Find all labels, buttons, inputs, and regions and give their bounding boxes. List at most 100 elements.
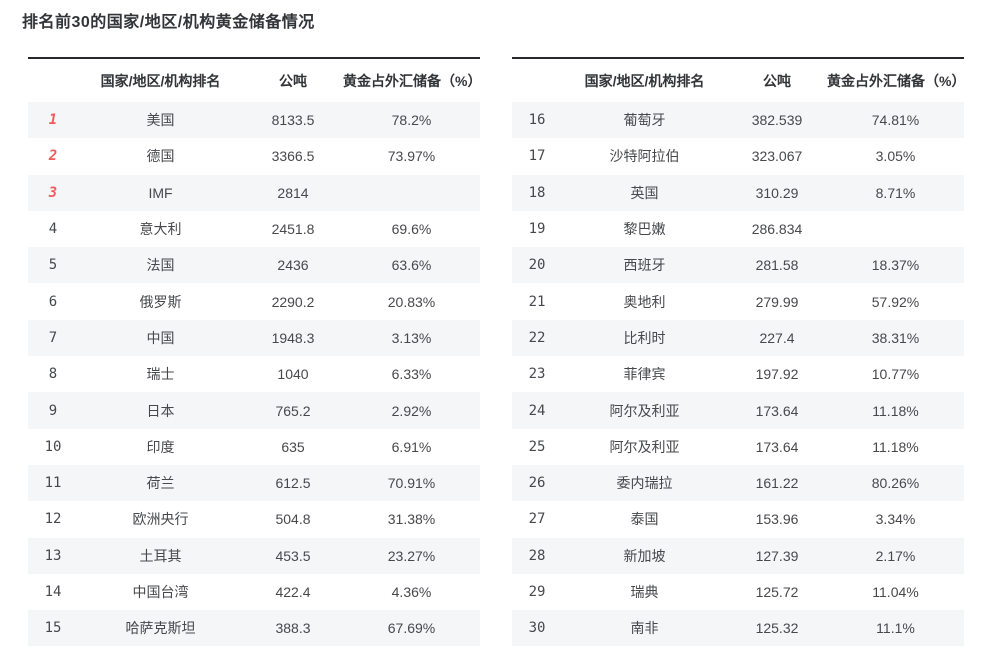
tables-container: 国家/地区/机构排名 公吨 黄金占外汇储备（%） 1 美国 8133.5 78.2% 2… bbox=[28, 57, 965, 647]
tons-value: 1040 bbox=[277, 366, 309, 383]
rank-value: 12 bbox=[44, 511, 62, 528]
tons-value: 323.067 bbox=[751, 148, 803, 165]
pct-value: 3.34% bbox=[875, 511, 916, 528]
table-row: 1 美国 8133.5 78.2% bbox=[28, 102, 480, 139]
tons-value: 382.539 bbox=[751, 112, 803, 129]
column-header-tons: 公吨 bbox=[243, 58, 343, 102]
rank-value: 21 bbox=[528, 293, 546, 310]
rank-value: 15 bbox=[44, 620, 62, 637]
pct-value: 69.6% bbox=[391, 221, 432, 238]
column-header-rank bbox=[512, 58, 562, 102]
pct-value: 18.37% bbox=[871, 257, 920, 274]
table-row: 20 西班牙 281.58 18.37% bbox=[512, 247, 964, 284]
rank-value: 18 bbox=[528, 184, 546, 201]
rank-value: 24 bbox=[528, 402, 546, 419]
pct-value: 73.97% bbox=[387, 148, 436, 165]
rank-value: 28 bbox=[528, 547, 546, 564]
table-row: 12 欧洲央行 504.8 31.38% bbox=[28, 501, 480, 538]
table-row: 13 土耳其 453.5 23.27% bbox=[28, 537, 480, 574]
pct-value: 67.69% bbox=[387, 620, 436, 637]
gold-reserves-table-right: 国家/地区/机构排名 公吨 黄金占外汇储备（%） 16 葡萄牙 382.539 74.… bbox=[512, 57, 965, 647]
pct-value: 3.05% bbox=[875, 148, 916, 165]
country-name: 南非 bbox=[630, 620, 659, 637]
tons-value: 125.72 bbox=[755, 584, 799, 600]
country-name: 美国 bbox=[146, 112, 175, 129]
country-name: 瑞典 bbox=[630, 584, 659, 600]
country-name: 日本 bbox=[146, 402, 175, 419]
column-header-pct: 黄金占外汇储备（%） bbox=[343, 58, 481, 102]
table-row: 3 IMF 2814 bbox=[28, 174, 480, 211]
pct-value: 31.38% bbox=[387, 511, 436, 528]
rank-value: 22 bbox=[528, 329, 546, 346]
rank-value: 9 bbox=[48, 402, 58, 419]
column-header-tons: 公吨 bbox=[727, 58, 827, 102]
country-name: 欧洲央行 bbox=[132, 511, 189, 528]
table-row: 10 印度 635 6.91% bbox=[28, 428, 480, 465]
rank-value: 20 bbox=[528, 257, 546, 274]
country-name: 印度 bbox=[146, 438, 175, 455]
rank-value: 27 bbox=[528, 511, 546, 528]
tons-value: 127.39 bbox=[755, 547, 799, 564]
pct-value: 78.2% bbox=[391, 112, 432, 129]
rank-value: 3 bbox=[48, 184, 58, 201]
table-row: 8 瑞士 1040 6.33% bbox=[28, 356, 480, 393]
tons-value: 279.99 bbox=[755, 293, 799, 310]
country-name: 中国台湾 bbox=[132, 584, 189, 600]
pct-value: 6.91% bbox=[391, 438, 432, 455]
rank-value: 14 bbox=[44, 584, 62, 600]
pct-value: 6.33% bbox=[391, 366, 432, 383]
pct-value bbox=[343, 175, 480, 211]
pct-value: 23.27% bbox=[387, 547, 436, 564]
country-name: 委内瑞拉 bbox=[616, 475, 673, 492]
tons-value: 286.834 bbox=[751, 221, 803, 238]
pct-value: 2.92% bbox=[391, 402, 432, 419]
table-row: 11 荷兰 612.5 70.91% bbox=[28, 464, 480, 502]
country-name: 土耳其 bbox=[139, 547, 182, 564]
rank-value: 23 bbox=[528, 366, 546, 383]
pct-value: 3.13% bbox=[391, 329, 432, 346]
table-row: 18 英国 310.29 8.71% bbox=[512, 174, 964, 211]
rank-value: 7 bbox=[48, 329, 58, 346]
tons-value: 161.22 bbox=[755, 475, 799, 492]
pct-value: 11.1% bbox=[876, 620, 915, 637]
pct-value: 20.83% bbox=[387, 293, 436, 310]
pct-value: 11.18% bbox=[872, 402, 919, 419]
tons-value: 227.4 bbox=[759, 329, 795, 346]
country-name: 英国 bbox=[630, 184, 659, 201]
rank-value: 26 bbox=[528, 475, 546, 492]
table-row: 2 德国 3366.5 73.97% bbox=[28, 138, 480, 175]
country-name: 意大利 bbox=[139, 221, 182, 238]
pct-value: 70.91% bbox=[387, 475, 436, 492]
rank-value: 8 bbox=[48, 366, 58, 383]
table-row: 19 黎巴嫩 286.834 bbox=[512, 210, 964, 248]
gold-reserves-table-left: 国家/地区/机构排名 公吨 黄金占外汇储备（%） 1 美国 8133.5 78.2% 2… bbox=[28, 57, 481, 647]
table-row: 28 新加坡 127.39 2.17% bbox=[512, 537, 964, 574]
table-row: 17 沙特阿拉伯 323.067 3.05% bbox=[512, 138, 964, 175]
tons-value: 281.58 bbox=[755, 257, 799, 274]
tons-value: 388.3 bbox=[275, 620, 311, 637]
table-row: 9 日本 765.2 2.92% bbox=[28, 392, 480, 429]
tons-value: 2290.2 bbox=[271, 293, 315, 310]
rank-value: 13 bbox=[44, 547, 62, 564]
table-row: 27 泰国 153.96 3.34% bbox=[512, 501, 964, 538]
country-name: 阿尔及利亚 bbox=[609, 438, 680, 455]
table-row: 14 中国台湾 422.4 4.36% bbox=[28, 573, 480, 611]
column-header-pct: 黄金占外汇储备（%） bbox=[827, 58, 965, 102]
tons-value: 765.2 bbox=[275, 402, 311, 419]
table-row: 23 菲律宾 197.92 10.77% bbox=[512, 356, 964, 393]
country-name: IMF bbox=[148, 184, 173, 201]
tons-value: 197.92 bbox=[755, 366, 799, 383]
table-body-left: 1 美国 8133.5 78.2% 2 德国 3366.5 73.97% 3 IMF 2814 4 意大… bbox=[28, 102, 480, 647]
country-name: 中国 bbox=[146, 329, 175, 346]
country-name: 葡萄牙 bbox=[623, 112, 666, 129]
country-name: 俄罗斯 bbox=[139, 293, 182, 310]
tons-value: 2451.8 bbox=[271, 221, 315, 238]
tons-value: 173.64 bbox=[755, 402, 799, 419]
rank-value: 6 bbox=[48, 293, 58, 310]
country-name: 菲律宾 bbox=[623, 366, 666, 383]
pct-value bbox=[827, 211, 964, 247]
table-body-right: 16 葡萄牙 382.539 74.81% 17 沙特阿拉伯 323.067 3.05% 18 英… bbox=[512, 102, 964, 647]
page-title: 排名前30的国家/地区/机构黄金储备情况 bbox=[22, 14, 315, 31]
table-row: 4 意大利 2451.8 69.6% bbox=[28, 210, 480, 248]
